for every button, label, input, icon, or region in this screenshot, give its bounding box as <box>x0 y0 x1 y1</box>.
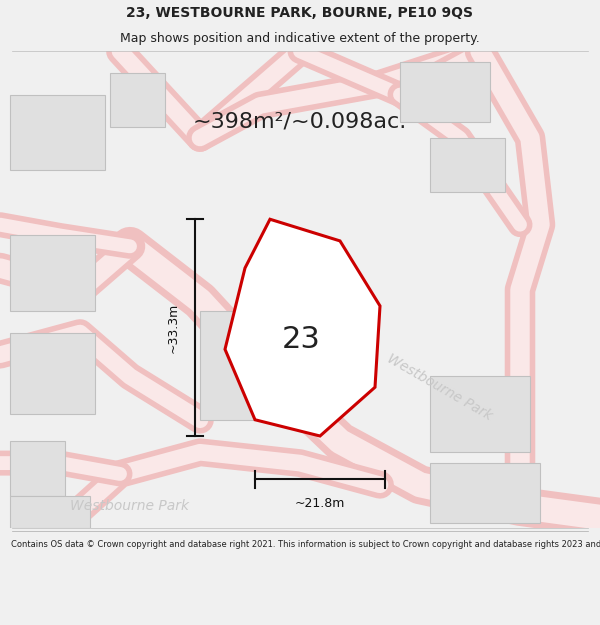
Text: Contains OS data © Crown copyright and database right 2021. This information is : Contains OS data © Crown copyright and d… <box>11 540 600 549</box>
Bar <box>10 333 95 414</box>
Bar <box>430 376 530 452</box>
Text: ~33.3m: ~33.3m <box>167 302 179 352</box>
Text: Westbourne Park: Westbourne Park <box>71 499 190 514</box>
Bar <box>110 73 165 127</box>
Bar <box>10 441 65 496</box>
Bar <box>400 62 490 122</box>
Bar <box>10 496 90 528</box>
Polygon shape <box>225 219 380 436</box>
Bar <box>200 311 310 420</box>
Bar <box>10 236 95 311</box>
Bar <box>430 463 540 522</box>
Text: Westbourne Park: Westbourne Park <box>385 351 495 423</box>
Text: Map shows position and indicative extent of the property.: Map shows position and indicative extent… <box>120 32 480 45</box>
Text: ~21.8m: ~21.8m <box>295 497 345 510</box>
Bar <box>430 138 505 192</box>
Bar <box>10 94 105 171</box>
Text: 23: 23 <box>282 324 320 354</box>
Text: 23, WESTBOURNE PARK, BOURNE, PE10 9QS: 23, WESTBOURNE PARK, BOURNE, PE10 9QS <box>127 6 473 20</box>
Text: ~398m²/~0.098ac.: ~398m²/~0.098ac. <box>193 112 407 132</box>
